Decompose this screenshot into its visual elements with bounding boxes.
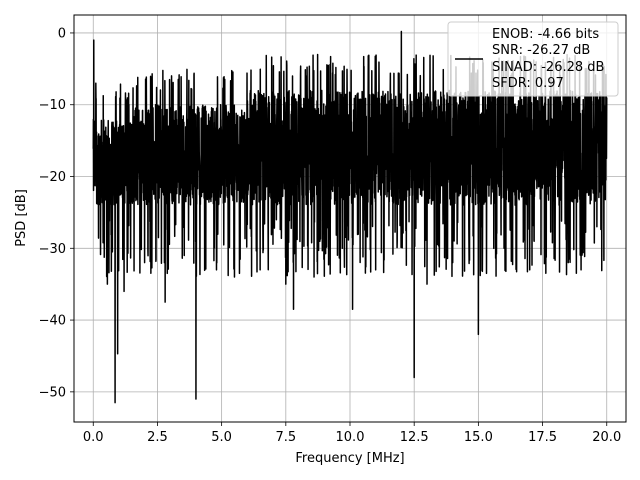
legend-line-snr: SNR: -26.27 dB (492, 43, 590, 58)
x-tick-label: 17.5 (528, 430, 557, 445)
y-tick-label: −30 (39, 242, 66, 257)
legend-box (447, 21, 619, 97)
y-axis-ticks: 0 −10 −20 −30 −40 −50 (39, 26, 74, 400)
legend-line-enob: ENOB: -4.66 bits (492, 27, 599, 42)
x-tick-label: 0.0 (83, 430, 104, 445)
y-tick-label: −20 (39, 170, 66, 185)
x-tick-label: 10.0 (336, 430, 365, 445)
x-tick-label: 20.0 (592, 430, 621, 445)
series-group (92, 30, 608, 404)
y-tick-label: −40 (39, 314, 66, 329)
x-tick-label: 5.0 (211, 430, 232, 445)
y-axis-label: PSD [dB] (14, 189, 29, 247)
legend-line-sinad: SINAD: -26.28 dB (492, 60, 604, 75)
x-tick-label: 7.5 (275, 430, 296, 445)
x-axis-ticks: 0.0 2.5 5.0 7.5 10.0 12.5 15.0 17.5 20.0 (83, 422, 621, 445)
legend: ENOB: -4.66 bits SNR: -26.27 dB SINAD: -… (447, 21, 619, 97)
x-axis-label: Frequency [MHz] (295, 451, 404, 466)
y-tick-label: −10 (39, 98, 66, 113)
y-tick-label: 0 (58, 26, 66, 41)
series-line-psd (92, 30, 608, 404)
y-tick-label: −50 (39, 385, 66, 400)
x-tick-label: 15.0 (464, 430, 493, 445)
x-tick-label: 12.5 (400, 430, 429, 445)
x-tick-label: 2.5 (147, 430, 168, 445)
legend-line-sfdr: SFDR: 0.97 (492, 76, 564, 91)
